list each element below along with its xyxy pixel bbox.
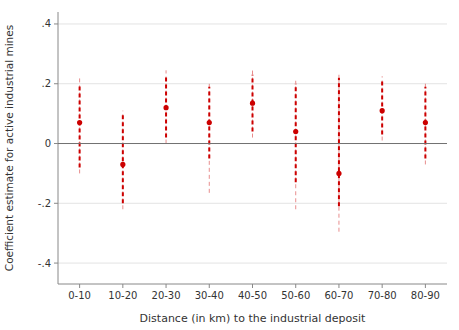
ci99-interval (209, 84, 210, 193)
x-tick (122, 284, 123, 288)
point-estimate (77, 120, 82, 125)
point-estimate (423, 120, 428, 125)
y-tick (54, 263, 58, 264)
grid-line (58, 23, 447, 24)
point-estimate (380, 108, 385, 113)
ci95-interval (338, 78, 340, 207)
ci95-interval (381, 81, 383, 135)
point-estimate (163, 105, 168, 110)
ci95-interval (122, 114, 124, 204)
ci99-interval (295, 81, 296, 210)
reference-line (58, 143, 447, 144)
ci95-interval (79, 84, 81, 168)
ci99-interval (122, 111, 123, 210)
y-tick (54, 203, 58, 204)
point-estimate (250, 101, 255, 106)
x-tick (382, 284, 383, 288)
x-tick-label: 50-60 (281, 290, 310, 301)
x-tick-label: 40-50 (238, 290, 267, 301)
plot-area (58, 70, 447, 231)
y-axis-label: Coefficient estimate for active industri… (3, 25, 15, 271)
grid-line (58, 143, 447, 144)
grid-line (58, 203, 447, 204)
x-tick (166, 284, 167, 288)
x-tick-label: 10-20 (108, 290, 137, 301)
x-tick (209, 284, 210, 288)
axes: -.4 -.2 0 .2 .4 0-10 10-20 20-30 30-40 40-50 50-60… (38, 12, 447, 301)
ci99-interval (79, 78, 80, 174)
ci99-interval (338, 75, 339, 232)
x-tick (79, 284, 80, 288)
point-estimate (120, 162, 125, 167)
y-tick-label: .2 (41, 78, 51, 89)
y-axis-line (58, 12, 59, 284)
y-tick-label: -.2 (38, 198, 51, 209)
x-tick-label: 80-90 (411, 290, 440, 301)
y-tick-label: -.4 (38, 258, 51, 269)
y-tick (54, 23, 58, 24)
x-tick-label: 0-10 (68, 290, 91, 301)
x-tick (252, 284, 253, 288)
x-tick (338, 284, 339, 288)
grid-line (58, 83, 447, 84)
y-tick-label: 0 (45, 138, 51, 149)
y-tick-label: .4 (41, 18, 51, 29)
x-tick-label: 20-30 (152, 290, 181, 301)
chart-svg: -.4 -.2 0 .2 .4 0-10 10-20 20-30 30-40 40-50 50-60… (0, 0, 459, 330)
x-tick-label: 30-40 (195, 290, 224, 301)
point-estimate (293, 129, 298, 134)
point-estimate (336, 171, 341, 176)
x-tick (425, 284, 426, 288)
grid-line (58, 263, 447, 264)
grid (58, 24, 447, 263)
chart-container: -.4 -.2 0 .2 .4 0-10 10-20 20-30 30-40 40-50 50-60… (0, 0, 459, 330)
point-estimate (207, 120, 212, 125)
y-tick (54, 83, 58, 84)
x-tick-label: 60-70 (324, 290, 353, 301)
x-tick-label: 70-80 (368, 290, 397, 301)
y-tick (54, 143, 58, 144)
x-axis-label: Distance (in km) to the industrial depos… (140, 312, 367, 325)
x-tick (295, 284, 296, 288)
